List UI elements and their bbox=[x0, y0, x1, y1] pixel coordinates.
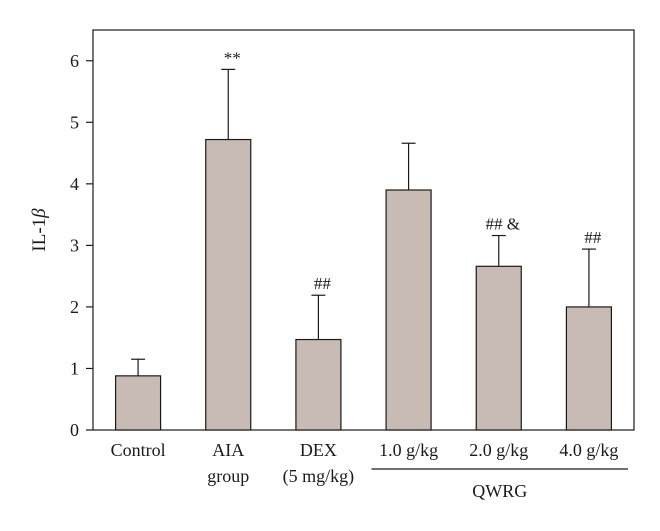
significance-label: ** bbox=[224, 48, 241, 67]
y-tick-label: 1 bbox=[70, 358, 79, 378]
y-tick-label: 2 bbox=[70, 297, 79, 317]
significance-label: ## & bbox=[486, 215, 520, 234]
x-tick-label: group bbox=[207, 466, 249, 486]
group-bracket-label: QWRG bbox=[472, 481, 527, 501]
error-bars bbox=[131, 68, 596, 376]
plot-frame bbox=[92, 29, 635, 431]
x-tick-label: 2.0 g/kg bbox=[469, 440, 528, 460]
bar bbox=[565, 306, 613, 431]
bar bbox=[475, 265, 522, 431]
x-tick-label: 1.0 g/kg bbox=[379, 440, 438, 460]
bar bbox=[385, 189, 432, 431]
x-axis-labels: Control AIA group DEX (5 mg/kg) 1.0 g/kg 2.0 g… bbox=[111, 440, 619, 487]
bar bbox=[114, 375, 162, 431]
significance-label: ## bbox=[584, 228, 602, 247]
y-tick-label: 3 bbox=[70, 235, 79, 255]
x-tick-label: DEX bbox=[300, 440, 337, 460]
bar bbox=[205, 138, 252, 431]
y-axis-label: IL-1β bbox=[29, 208, 50, 252]
y-tick-label: 0 bbox=[70, 420, 79, 440]
y-axis: 0 1 2 3 4 5 6 bbox=[70, 51, 93, 440]
group-bracket: QWRG bbox=[371, 468, 628, 501]
plot-border bbox=[92, 29, 635, 431]
bars bbox=[114, 138, 613, 431]
significance-label: ## bbox=[314, 274, 332, 293]
x-tick-label: (5 mg/kg) bbox=[283, 466, 355, 487]
x-tick-label: AIA bbox=[212, 440, 244, 460]
bar bbox=[295, 338, 342, 431]
y-tick-label: 5 bbox=[70, 112, 79, 132]
y-tick-label: 6 bbox=[70, 51, 79, 71]
x-tick-label: 4.0 g/kg bbox=[559, 440, 618, 460]
annotations: ** ## ## & ## bbox=[224, 48, 602, 293]
y-tick-label: 4 bbox=[70, 174, 79, 194]
x-tick-label: Control bbox=[111, 440, 166, 460]
